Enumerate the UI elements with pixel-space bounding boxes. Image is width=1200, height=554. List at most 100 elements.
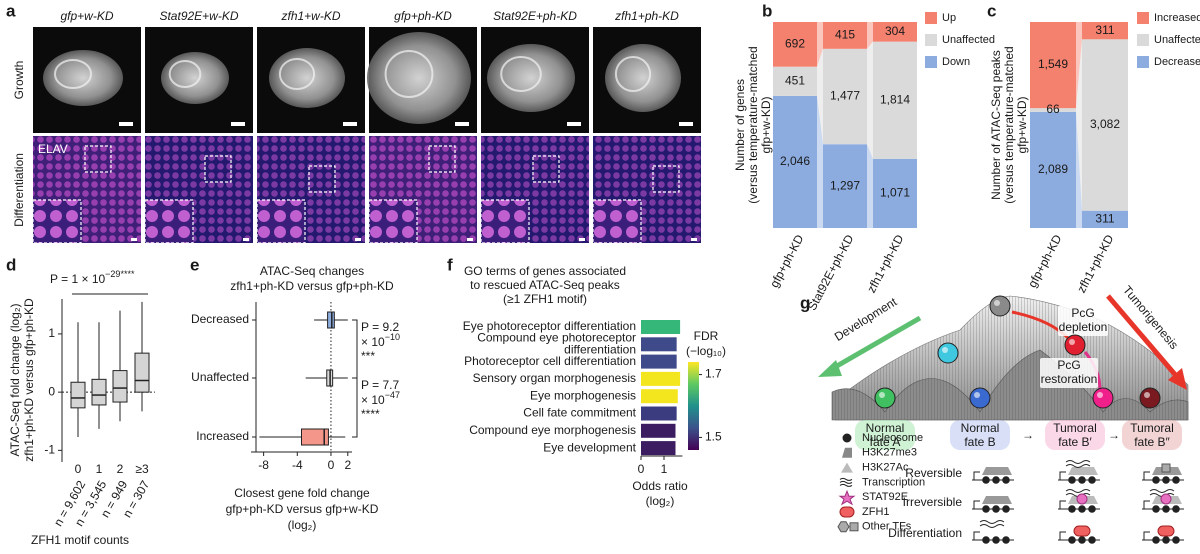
value-label: 311 — [1095, 23, 1114, 37]
x-tick-label: 1 — [96, 462, 103, 476]
nucleosome — [1162, 476, 1170, 484]
x-axis-label: ZFH1 motif counts — [31, 533, 129, 547]
bar-segment — [773, 22, 817, 67]
box — [134, 352, 150, 393]
x-tick-label: -8 — [258, 458, 269, 472]
legend-swatch — [1137, 12, 1149, 24]
panel-label: a — [6, 1, 16, 20]
value-label: 1,549 — [1038, 57, 1068, 71]
value-label: 304 — [885, 24, 905, 38]
legend-label: H3K27Ac — [862, 462, 909, 474]
zoom-box — [532, 155, 560, 183]
box — [70, 381, 86, 409]
step-label: PcG — [1071, 306, 1094, 320]
significance-stars: **** — [361, 407, 380, 421]
x-tick-label: 0 — [638, 462, 645, 476]
nucleosome — [992, 505, 1000, 513]
p-value-exponent-line: × 10−10 — [361, 332, 400, 349]
tissue — [43, 50, 123, 106]
fate-arrow: → — [1022, 428, 1034, 442]
legend-label: Unaffected — [1154, 34, 1200, 46]
bar — [641, 406, 677, 421]
nucleosome — [982, 476, 990, 484]
nucleosome — [1078, 536, 1086, 544]
promoter-arrow — [1059, 531, 1066, 540]
stain-label: ELAV — [38, 142, 68, 156]
bar — [641, 337, 677, 352]
panel-label: c — [987, 1, 996, 20]
bar-segment — [873, 41, 917, 159]
legend-label: H3K27me3 — [862, 447, 917, 459]
fate-label: fate B′ — [1058, 435, 1092, 449]
y-tick-label: Eye development — [543, 440, 636, 454]
value-label: 66 — [1046, 102, 1060, 116]
nucleosome — [1088, 536, 1096, 544]
bar — [641, 320, 681, 334]
promoter-arrow — [1143, 471, 1150, 480]
column-header: gfp+w-KD — [60, 9, 113, 23]
nucleosome — [992, 476, 1000, 484]
legend-label: ZFH1 — [862, 506, 890, 518]
x-tick-label: 2 — [344, 458, 351, 472]
y-axis-label: Number of ATAC-Seq peaks — [989, 50, 1003, 200]
y-tick-label: Eye morphogenesis — [530, 388, 636, 402]
bar-segment — [773, 95, 817, 228]
column-header: Stat92E+ph-KD — [493, 9, 577, 23]
tissue — [605, 44, 681, 112]
colorbar-tick-label: 1.5 — [705, 430, 722, 444]
fate-glow — [950, 420, 1010, 450]
column-header: zfh1+ph-KD — [614, 9, 679, 23]
significance-stars: *** — [361, 349, 375, 363]
fate-label: fate A — [870, 435, 901, 449]
icon-transcription — [839, 477, 853, 487]
bar — [641, 423, 676, 438]
legend-label: Decreased — [1154, 56, 1200, 68]
panel-label: b — [762, 1, 772, 20]
step-label: PcG — [1057, 358, 1080, 372]
zoom-box — [428, 145, 456, 173]
y-tick-label: Photoreceptor cell differentiation — [464, 354, 636, 368]
step-label: depletion — [1059, 320, 1108, 334]
nucleosome — [982, 505, 990, 513]
step-label: restoration — [1041, 372, 1098, 386]
stat92e — [1160, 493, 1172, 505]
transcription — [1065, 460, 1091, 468]
nucleosome — [1162, 536, 1170, 544]
title: (≥1 ZFH1 motif) — [503, 292, 587, 306]
icon-h3k27me3 — [842, 447, 852, 458]
bar-segment — [1030, 111, 1076, 228]
value-label: 1,477 — [830, 89, 860, 103]
p-value: P = 7.7 — [361, 378, 399, 392]
y-axis-label: ATAC-Seq fold change (log₂) — [8, 304, 22, 457]
bar-segment — [1082, 22, 1128, 40]
value-label: 692 — [785, 37, 805, 51]
legend-label: Transcription — [862, 476, 925, 488]
ball — [969, 387, 991, 409]
bar — [641, 441, 676, 456]
zfh1 — [1073, 525, 1091, 537]
nucleosome — [1002, 476, 1010, 484]
y-tick-label: -1 — [44, 443, 55, 457]
nucleosome — [982, 536, 990, 544]
scale-bar — [243, 238, 249, 241]
title: to rescued ATAC-Seq peaks — [470, 278, 620, 292]
tissue — [168, 60, 202, 88]
row-label: Reversible — [905, 466, 962, 480]
flow — [1076, 111, 1082, 228]
title: ATAC-Seq changes — [260, 264, 364, 278]
icon-other-tf — [849, 522, 859, 532]
tissue — [54, 59, 92, 89]
bar-segment — [873, 22, 917, 42]
fate-glow — [1122, 420, 1182, 450]
column-header: zfh1+w-KD — [280, 9, 340, 23]
nucleosome — [1078, 505, 1086, 513]
tissue — [161, 52, 229, 104]
bar-segment — [823, 22, 867, 49]
development-arrow — [828, 315, 922, 373]
nucleosome — [1152, 476, 1160, 484]
nucleosome — [1088, 476, 1096, 484]
inset — [32, 199, 82, 244]
x-tick-label: 0 — [328, 458, 335, 472]
y-axis-label: (versus temperature-matched — [1002, 46, 1016, 203]
